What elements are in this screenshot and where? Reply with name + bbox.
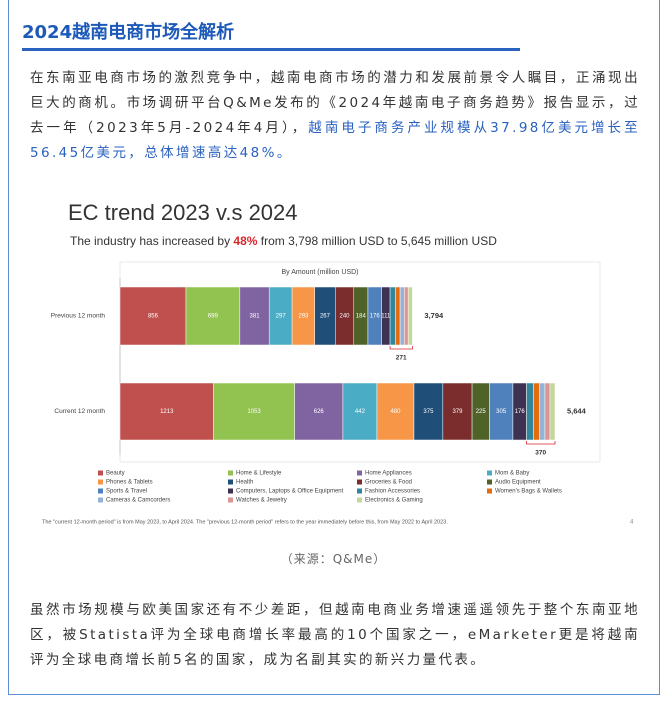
legend-swatch [228,470,233,476]
legend-label: Groceries & Food [365,480,412,486]
legend-label: Cameras & Camcorders [106,498,170,504]
legend-swatch [487,488,492,494]
legend-swatch [98,479,103,485]
value-label: 293 [298,314,309,320]
highlight: 越南电子商务产业规模从37.98亿美元增长至56.45亿美元，总体增速高达48%… [30,120,640,161]
value-label: 176 [515,409,526,415]
legend-swatch [357,479,362,485]
value-label: 1053 [247,409,261,415]
axis-title: By Amount (million USD) [281,269,358,276]
value-label: 240 [340,314,351,320]
value-label: 375 [423,409,434,415]
legend-label: Audio Equipment [495,480,541,486]
chart: EC trend 2023 v.s 2024 The industry has … [42,200,634,526]
title-rule [22,48,520,51]
bar-segment [442,382,473,441]
bar-segment [526,382,534,441]
bar-segment [239,286,270,346]
value-label: 305 [496,409,507,415]
title: 2024越南电商市场全解析 [22,22,235,43]
bar-segment [539,382,546,441]
legend-swatch [98,488,103,494]
value-label: 225 [476,409,487,415]
page-number: 4 [630,520,634,526]
bar-segment [404,286,409,346]
value-label: 626 [314,409,325,415]
legend-label: Watches & Jewelry [236,498,287,504]
bar-segment [395,286,401,346]
bracket-label: 370 [535,450,546,457]
legend-swatch [357,497,362,503]
legend-label: Mom & Baby [495,471,529,477]
chart-subtitle: The industry has increased by 48% from 3… [70,234,497,248]
value-label: 699 [208,314,219,320]
paragraph: 在东南亚电商市场的激烈竞争中，越南电商市场的潜力和发展前景令人瞩目，正涌现出巨大… [30,66,640,166]
legend-swatch [487,479,492,485]
legend-swatch [357,488,362,494]
bar-segment [544,382,551,441]
category-label: Previous 12 month [51,313,106,320]
legend-label: Electronics & Gaming [365,498,423,504]
bar-segment [342,382,378,441]
bar-segment [119,382,214,441]
legend-label: Fashion Accessories [365,489,420,495]
text: The industry has increased by [70,234,233,248]
total-label: 5,644 [567,406,587,415]
legend-label: Women's Bags & Wallets [495,489,562,495]
legend-swatch [357,470,362,476]
value-label: 184 [356,314,367,320]
legend-swatch [228,479,233,485]
frame [8,0,660,695]
legend-label: Computers, Laptops & Office Equipment [236,489,344,495]
value-label: 1213 [160,409,174,415]
bar-segment [119,286,187,346]
legend-swatch [98,470,103,476]
caption: （来源：Q&Me） [280,552,387,566]
bracket [526,441,556,445]
legend-swatch [98,497,103,503]
value-label: 111 [381,314,391,320]
bar-segment [213,382,295,441]
value-label: 856 [148,314,159,320]
footnote: The "current 12-month period" is from Ma… [42,519,448,525]
value-label: 442 [355,409,366,415]
legend-swatch [487,470,492,476]
bar-segment [413,382,444,441]
bar-segment [533,382,540,441]
legend-swatch [228,488,233,494]
legend-label: Home Appliances [365,471,412,477]
value-label: 297 [276,314,287,320]
bar-segment [399,286,405,346]
legend-label: Phones & Tablets [106,480,153,486]
chart-title: EC trend 2023 v.s 2024 [68,200,298,225]
text: from 3,798 million USD to 5,645 million … [257,234,497,248]
bar-segment [376,382,415,441]
bar-segment [185,286,241,346]
value-label: 381 [250,314,261,320]
bracket [389,346,413,350]
legend-label: Health [236,480,253,486]
bar-segment [294,382,344,441]
category-label: Current 12 month [54,408,105,415]
value-label: 480 [390,409,401,415]
bar-segment [549,382,556,441]
value-label: 176 [370,314,381,320]
legend-label: Sports & Travel [106,489,147,495]
highlight: 48% [233,234,257,248]
text: 在东南亚电商市场的激烈竞争中，越南电商市场的潜力和发展前景令人瞩目，正涌现出巨大… [30,70,640,136]
bar-segment [407,286,413,346]
legend-label: Home & Lifestyle [236,471,282,477]
legend-swatch [228,497,233,503]
paragraph: 虽然市场规模与欧美国家还有不少差距，但越南电商业务增速遥遥领先于整个东南亚地区，… [30,602,640,668]
bar-segment [389,286,396,346]
total-label: 3,794 [424,311,444,320]
value-label: 267 [320,314,331,320]
legend-label: Beauty [106,471,125,477]
bracket-label: 271 [396,355,407,362]
value-label: 379 [452,409,463,415]
